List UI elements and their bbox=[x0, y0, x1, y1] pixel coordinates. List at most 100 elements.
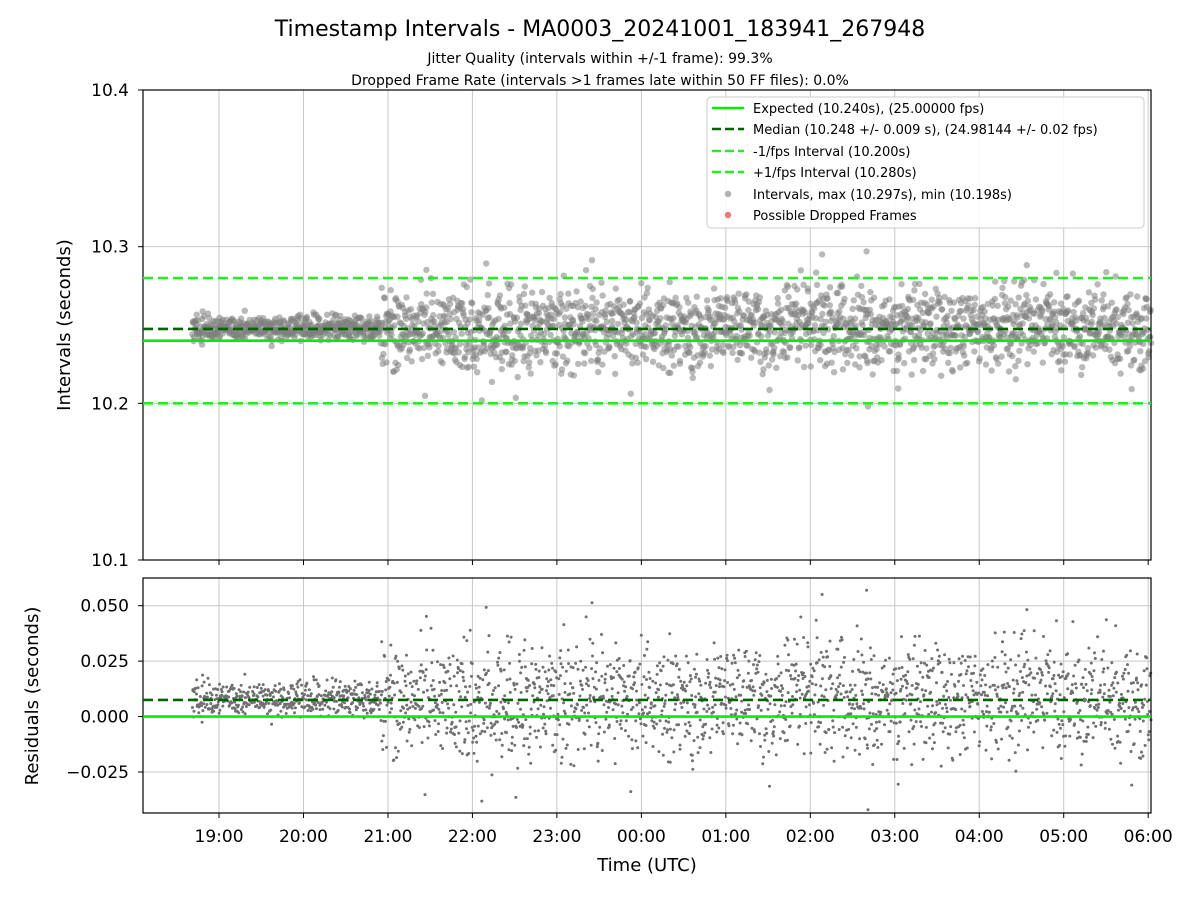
residual-point-470 bbox=[378, 698, 382, 702]
interval-point-641 bbox=[445, 331, 452, 338]
residual-point-2324 bbox=[1119, 707, 1123, 710]
interval-point-972 bbox=[577, 298, 584, 305]
residual-point-199 bbox=[270, 722, 274, 726]
residual-point-2299 bbox=[1109, 737, 1113, 741]
residual-point-413 bbox=[356, 706, 359, 710]
residual-point-1161 bbox=[654, 691, 658, 695]
residual-point-2049 bbox=[1009, 719, 1013, 723]
residual-point-286 bbox=[304, 698, 308, 702]
residual-point-1573 bbox=[819, 684, 823, 688]
interval-point-1677 bbox=[859, 321, 866, 329]
residual-point-2241 bbox=[1086, 725, 1090, 729]
interval-point-2224 bbox=[1078, 371, 1085, 379]
residual-point-1936 bbox=[964, 693, 968, 697]
residual-point-1533 bbox=[803, 675, 807, 678]
residual-point-2234 bbox=[1083, 667, 1087, 671]
residual-point-2198 bbox=[1069, 718, 1072, 722]
interval-point-443 bbox=[366, 313, 373, 320]
residual-point-896 bbox=[549, 706, 552, 710]
interval-point-955 bbox=[570, 372, 578, 379]
residual-point-541 bbox=[406, 672, 410, 676]
residual-point-550 bbox=[410, 685, 414, 689]
residual-point-1129 bbox=[642, 711, 646, 715]
interval-point-932 bbox=[561, 314, 569, 321]
residual-point-1829 bbox=[921, 757, 925, 761]
interval-point-602 bbox=[429, 290, 437, 298]
interval-point-936 bbox=[563, 305, 570, 312]
residual-point-437 bbox=[365, 688, 369, 692]
residual-point-1654 bbox=[851, 722, 855, 726]
residual-point-2175 bbox=[1059, 757, 1063, 760]
residual-point-590 bbox=[426, 736, 430, 740]
residual-point-283 bbox=[303, 688, 307, 692]
residual-point-1171 bbox=[658, 683, 662, 687]
residual-point-2281 bbox=[1102, 667, 1106, 671]
residual-point-1293 bbox=[707, 707, 711, 711]
residual-point-986 bbox=[584, 682, 588, 686]
residual-point-1159 bbox=[654, 681, 658, 685]
interval-point-1362 bbox=[733, 332, 740, 340]
residual-point-661 bbox=[454, 745, 458, 749]
residual-point-2297 bbox=[1108, 695, 1112, 698]
residual-point-2160 bbox=[1053, 702, 1057, 706]
residual-point-60 bbox=[214, 693, 218, 697]
residual-point-0 bbox=[190, 706, 194, 709]
residual-point-1523 bbox=[799, 615, 803, 619]
residual-point-136 bbox=[244, 705, 248, 708]
residual-point-1111 bbox=[635, 689, 638, 693]
residual-point-717 bbox=[477, 690, 481, 694]
interval-point-774 bbox=[498, 365, 505, 373]
residual-point-126 bbox=[241, 705, 244, 709]
interval-point-1244 bbox=[686, 349, 693, 356]
residual-point-1671 bbox=[858, 670, 862, 674]
interval-point-1834 bbox=[921, 290, 929, 298]
interval-point-1906 bbox=[950, 299, 958, 306]
residual-point-1941 bbox=[966, 655, 970, 659]
residual-point-2244 bbox=[1087, 646, 1091, 650]
residual-point-1144 bbox=[648, 711, 651, 714]
interval-point-1746 bbox=[886, 348, 894, 355]
residual-point-1824 bbox=[919, 661, 923, 665]
residual-point-1389 bbox=[746, 722, 750, 726]
residual-point-1066 bbox=[616, 703, 620, 707]
interval-point-2265 bbox=[1094, 281, 1101, 288]
residual-point-1431 bbox=[762, 681, 766, 685]
residual-point-131 bbox=[243, 672, 247, 676]
residual-point-2178 bbox=[1061, 723, 1065, 727]
residual-point-1898 bbox=[949, 725, 953, 729]
interval-point-1111 bbox=[633, 319, 640, 326]
residual-point-472 bbox=[379, 719, 383, 722]
residual-point-2030 bbox=[1002, 705, 1006, 709]
residual-point-653 bbox=[451, 654, 455, 658]
residual-point-545 bbox=[408, 727, 412, 731]
residual-point-1738 bbox=[885, 691, 889, 695]
interval-point-2008 bbox=[991, 295, 999, 303]
residual-point-2375 bbox=[1140, 750, 1143, 754]
residual-point-1476 bbox=[780, 693, 784, 697]
residual-point-1110 bbox=[634, 739, 638, 743]
residual-point-2003 bbox=[991, 665, 995, 669]
interval-point-1135 bbox=[642, 343, 650, 351]
residual-point-1089 bbox=[626, 712, 629, 716]
residual-point-2045 bbox=[1007, 685, 1011, 689]
residual-point-1371 bbox=[738, 721, 742, 725]
residual-point-1281 bbox=[702, 707, 706, 711]
residual-point-1092 bbox=[627, 734, 631, 738]
residual-point-2016 bbox=[996, 685, 1000, 689]
residual-point-1380 bbox=[742, 679, 746, 683]
residual-point-1237 bbox=[685, 684, 689, 688]
interval-point-615 bbox=[435, 348, 442, 355]
residual-point-1388 bbox=[745, 685, 749, 689]
residual-point-1857 bbox=[932, 741, 936, 745]
interval-point-1573 bbox=[817, 315, 824, 323]
residual-point-558 bbox=[413, 706, 417, 710]
residual-point-1553 bbox=[811, 666, 815, 670]
residual-point-855 bbox=[532, 700, 536, 704]
residual-point-789 bbox=[505, 634, 509, 638]
residual-point-91 bbox=[227, 695, 231, 699]
residual-point-903 bbox=[551, 694, 555, 698]
residual-point-1927 bbox=[961, 654, 964, 658]
residual-point-1384 bbox=[743, 708, 747, 712]
residual-point-2182 bbox=[1062, 696, 1066, 700]
residual-point-1156 bbox=[652, 720, 656, 724]
